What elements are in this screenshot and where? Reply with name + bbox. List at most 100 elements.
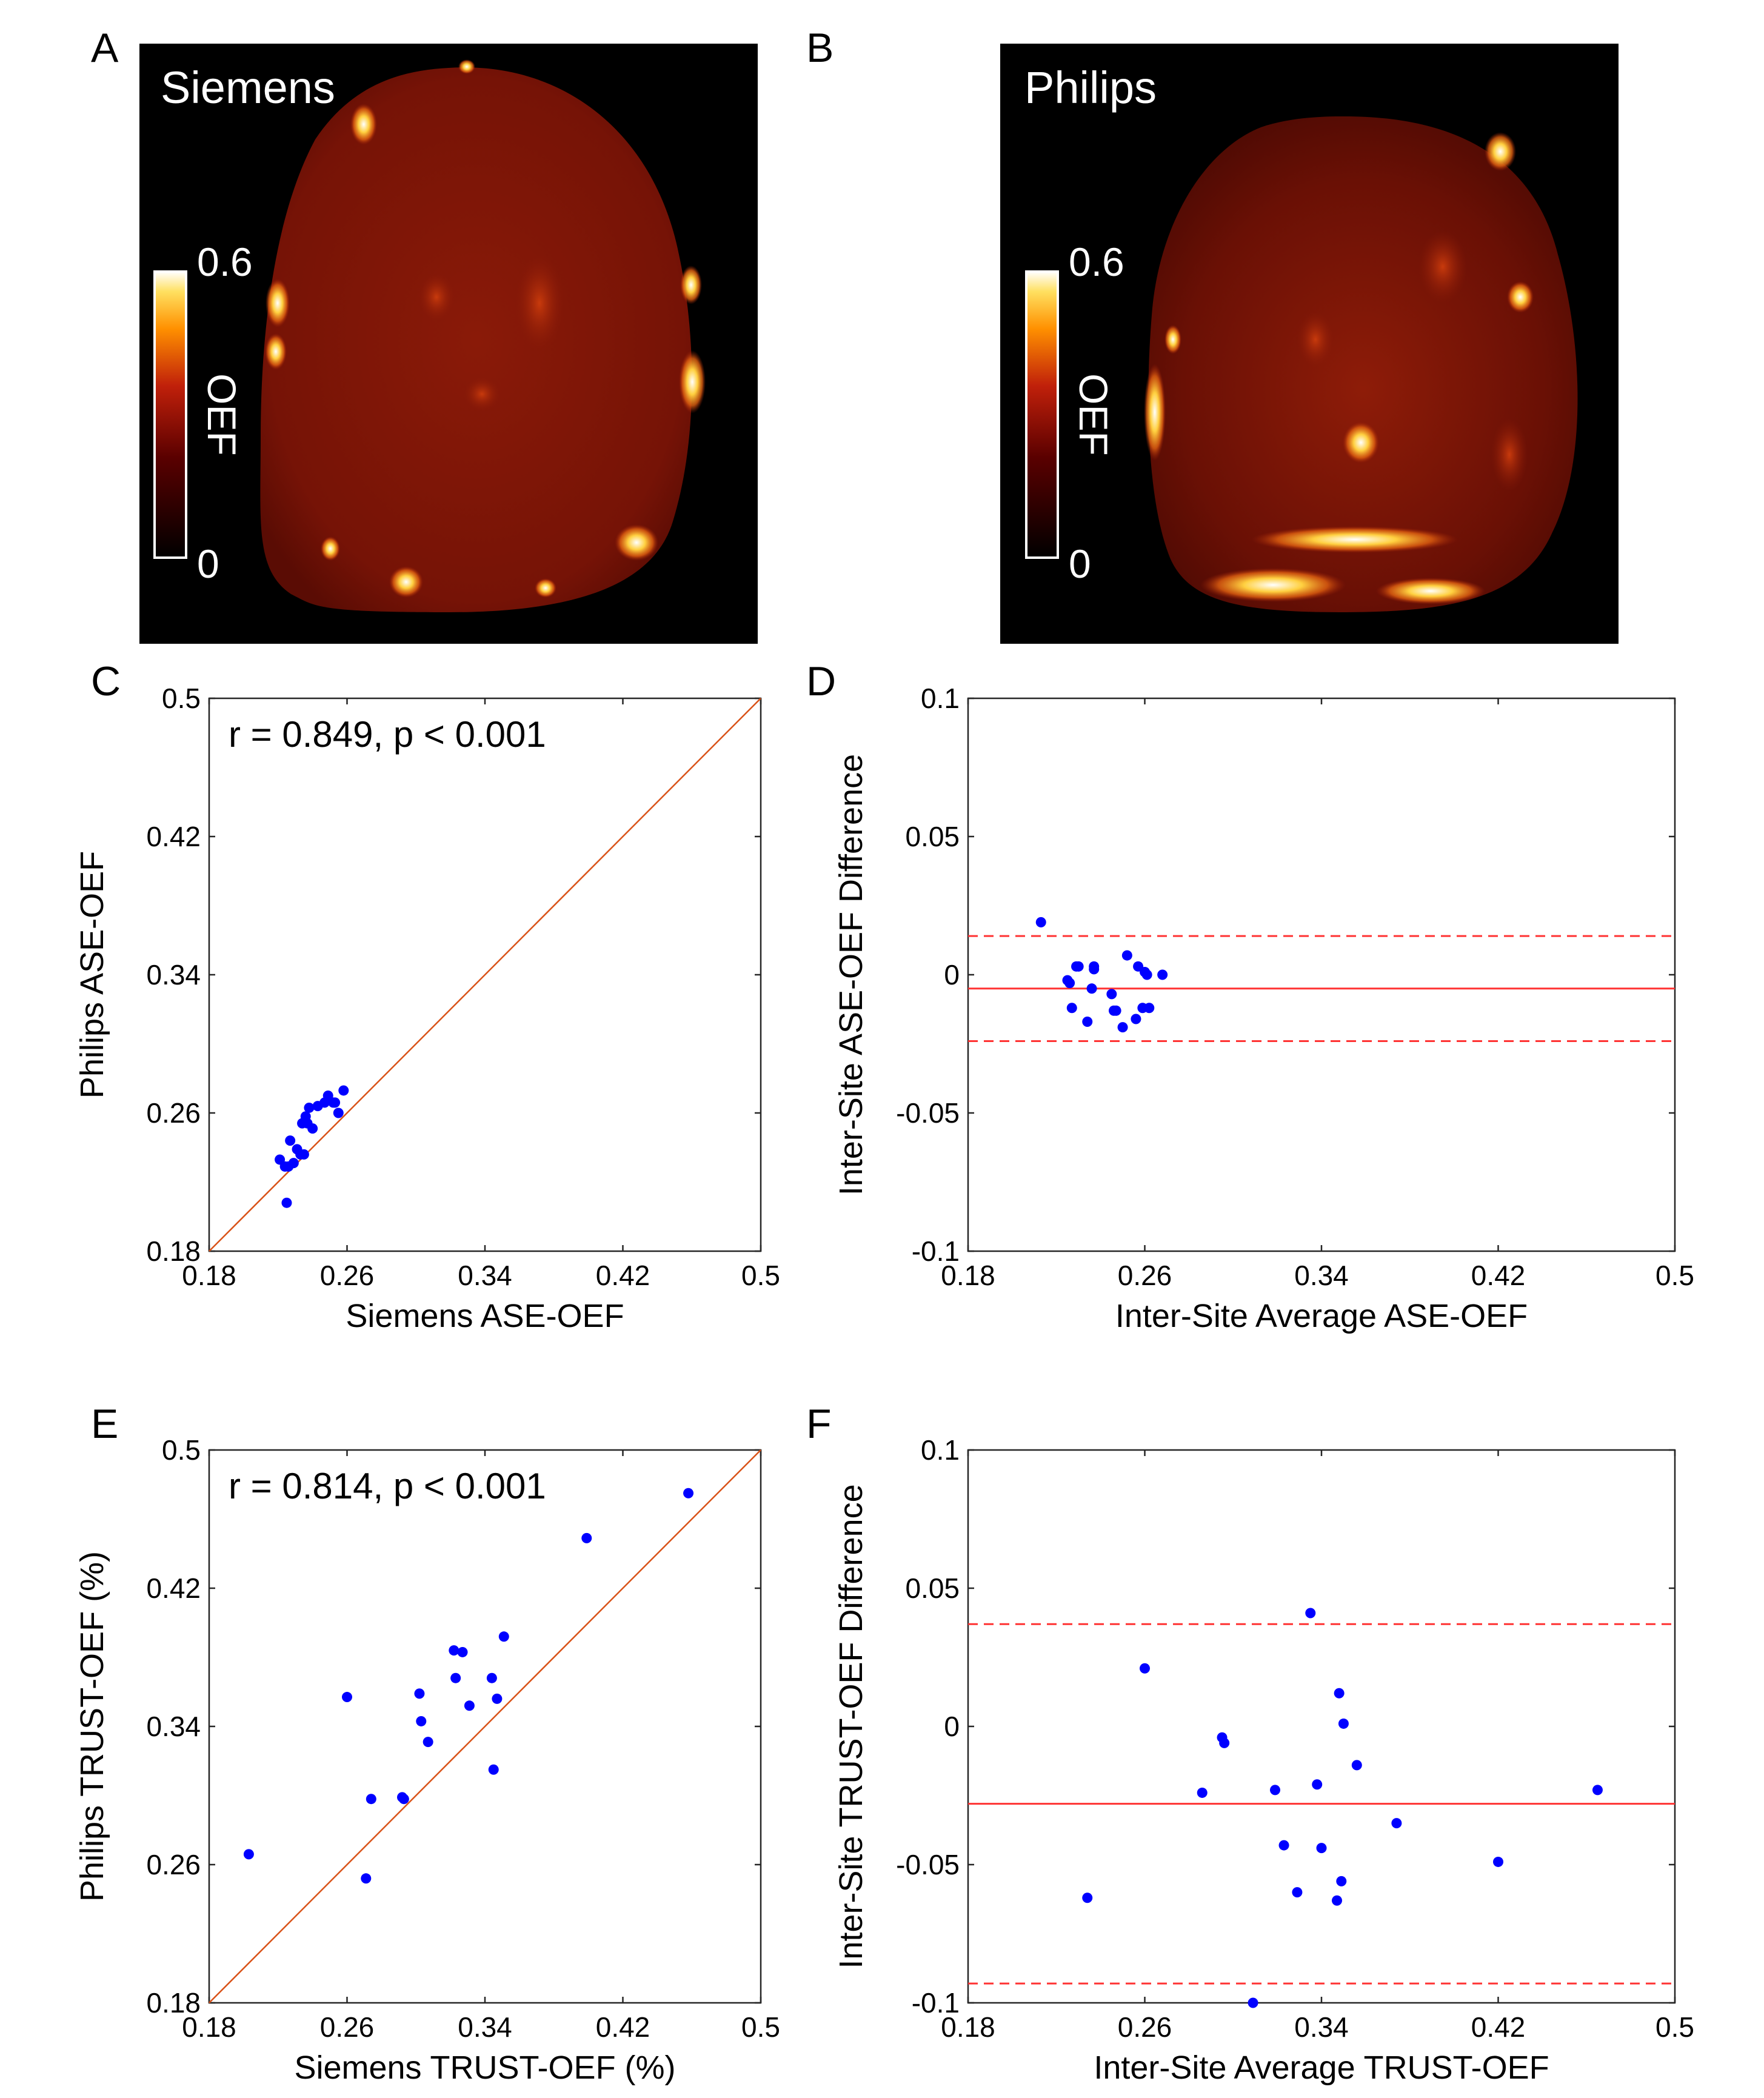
data-point: [449, 1645, 459, 1656]
hot-spot: [1164, 325, 1181, 354]
x-tick-label: 0.5: [741, 2011, 780, 2043]
x-tick-label: 0.5: [1655, 1260, 1694, 1291]
hot-spot: [535, 578, 556, 598]
x-tick-label: 0.26: [1118, 1260, 1172, 1291]
data-point: [366, 1794, 376, 1805]
data-point: [581, 1532, 592, 1543]
data-point: [1219, 1737, 1230, 1748]
panel-letter-a: A: [91, 25, 119, 71]
data-point: [1140, 1663, 1150, 1674]
bland-altman-plot-ase: 0.18 0.26 0.34 0.42 0.5 -0.1 -0.05 0 0.05 0.1 Inte…: [833, 683, 1694, 1334]
data-point: [1334, 1688, 1345, 1699]
data-point: [1082, 1017, 1093, 1027]
map-panel-philips: Philips 0.6 0 OEF: [1000, 44, 1619, 644]
panel-letter-d: D: [806, 658, 837, 704]
data-point: [1269, 1785, 1280, 1796]
x-axis-label: Siemens TRUST-OEF (%): [294, 2050, 675, 2086]
map-panel-siemens: Siemens 0.6 0 OEF: [139, 44, 758, 644]
data-point: [486, 1672, 497, 1683]
warm-region: [1491, 418, 1528, 491]
data-point: [1082, 1893, 1093, 1903]
data-point: [1278, 1840, 1289, 1851]
data-point: [298, 1149, 309, 1160]
x-tick-label: 0.34: [1294, 1260, 1349, 1291]
data-point: [1316, 1843, 1327, 1854]
data-point: [304, 1102, 315, 1113]
data-point: [1073, 961, 1084, 972]
data-point: [1292, 1887, 1303, 1898]
data-point: [1086, 983, 1097, 994]
panel-letter-e: E: [91, 1401, 119, 1447]
warm-region: [464, 377, 500, 411]
hot-spot: [265, 333, 287, 370]
brain-map-siemens: [260, 67, 692, 612]
hot-spot: [1252, 526, 1458, 553]
hot-spot: [1343, 422, 1379, 463]
map-vendor-label-philips: Philips: [1024, 62, 1157, 113]
data-point: [1111, 1005, 1121, 1016]
map-vendor-label-siemens: Siemens: [161, 62, 335, 113]
data-point: [398, 1794, 409, 1805]
data-point: [1157, 969, 1168, 980]
colorbar-max-b: 0.6: [1069, 239, 1124, 284]
data-point: [1089, 961, 1100, 972]
hot-spot: [266, 279, 290, 327]
hot-spot: [680, 266, 702, 304]
data-point: [307, 1123, 318, 1134]
colorbar-label-b: OEF: [1071, 373, 1116, 456]
x-tick-label: 0.5: [1655, 2011, 1694, 2043]
colorbar-min-b: 0: [1069, 541, 1091, 586]
y-tick-label: 0.42: [146, 1572, 201, 1604]
data-point: [1493, 1856, 1503, 1867]
y-tick-label: 0.5: [162, 1434, 201, 1466]
data-point: [1121, 950, 1132, 961]
y-tick-label: 0.26: [146, 1097, 201, 1129]
data-point: [492, 1693, 503, 1704]
y-tick-label: 0: [944, 959, 960, 991]
x-tick-label: 0.18: [941, 2011, 995, 2043]
colorbar-label-a: OEF: [199, 373, 244, 456]
hot-spot: [1376, 578, 1485, 604]
y-tick-label: 0.05: [905, 821, 960, 852]
correlation-annotation: r = 0.849, p < 0.001: [229, 714, 546, 755]
hot-spot: [679, 350, 706, 413]
data-point: [1351, 1760, 1362, 1771]
bland-altman-plot-trust: 0.18 0.26 0.34 0.42 0.5 -0.1 -0.05 0 0.05 0.1 Inte…: [833, 1434, 1694, 2086]
data-point: [464, 1700, 475, 1711]
y-tick-label: 0.1: [921, 683, 960, 714]
plot-area-frame: [967, 697, 1676, 1252]
brain-map-philips: [1148, 116, 1578, 612]
hot-spot: [615, 524, 658, 561]
identity-line: [209, 1449, 761, 2003]
y-tick-label: 0.18: [146, 1987, 201, 2019]
data-point: [450, 1672, 461, 1683]
data-point: [1064, 978, 1075, 989]
data-point: [457, 1646, 468, 1657]
warm-region: [1418, 230, 1467, 303]
x-tick-label: 0.34: [458, 1260, 512, 1291]
data-point: [1141, 969, 1152, 980]
y-tick-label: 0.34: [146, 1711, 201, 1742]
colorbar-b: [1025, 270, 1059, 559]
y-tick-label: 0.5: [162, 683, 201, 714]
y-axis-label: Inter-Site TRUST-OEF Difference: [833, 1484, 869, 1968]
data-point: [1144, 1003, 1155, 1014]
x-axis-label: Siemens ASE-OEF: [346, 1298, 624, 1334]
data-point: [1592, 1785, 1603, 1796]
colorbar-a: [153, 270, 187, 559]
data-point: [1117, 1022, 1128, 1033]
data-point: [361, 1873, 372, 1884]
x-tick-label: 0.26: [320, 1260, 375, 1291]
y-tick-label: -0.1: [912, 1235, 960, 1267]
x-tick-label: 0.18: [182, 2011, 236, 2043]
hot-spot: [350, 104, 377, 145]
data-point: [1338, 1718, 1349, 1729]
hot-spot: [458, 59, 475, 74]
colorbar-max-a: 0.6: [197, 239, 253, 284]
hot-spot: [1144, 364, 1166, 461]
data-point: [498, 1631, 509, 1642]
y-tick-label: 0.1: [921, 1434, 960, 1466]
data-point: [488, 1764, 499, 1775]
data-point: [683, 1488, 694, 1498]
data-point: [416, 1715, 427, 1726]
